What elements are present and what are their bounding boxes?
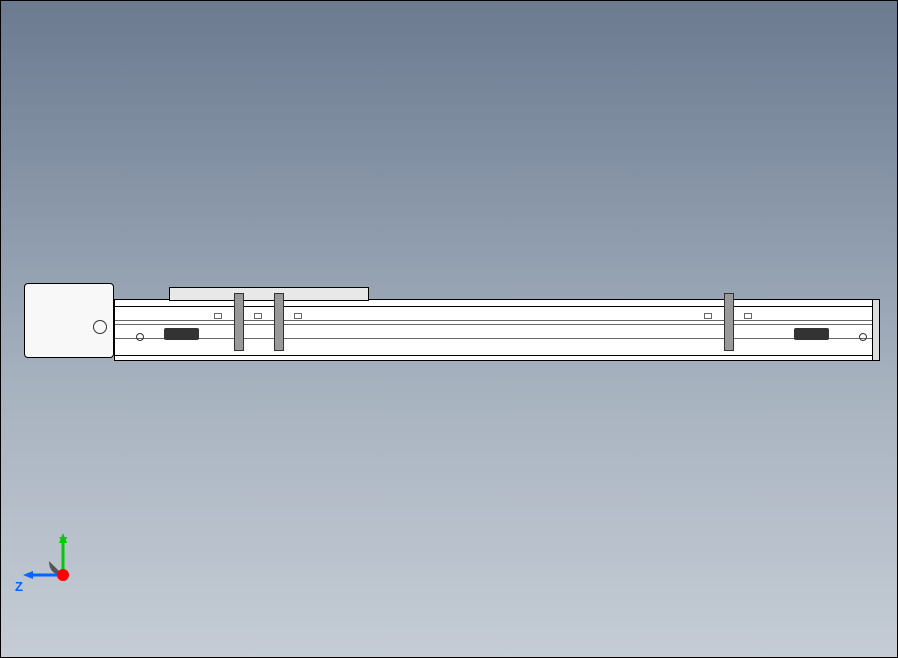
cad-viewport[interactable]: Y Z	[0, 0, 898, 658]
motor-shaft-indicator	[93, 320, 107, 334]
rail-mark	[254, 313, 262, 319]
mounting-bracket	[724, 293, 734, 351]
y-axis-label: Y	[59, 534, 68, 549]
rail-groove-2	[115, 324, 878, 325]
rail-groove-1	[115, 320, 878, 321]
mounting-hole	[859, 333, 867, 341]
triad-svg	[21, 527, 91, 597]
limit-sensor	[164, 328, 199, 340]
mounting-bracket	[274, 293, 284, 351]
linear-rail-body	[114, 299, 879, 361]
carriage-plate	[169, 287, 369, 301]
orientation-triad[interactable]	[21, 527, 91, 597]
model-linear-actuator[interactable]	[24, 283, 884, 365]
z-axis-label: Z	[15, 579, 23, 594]
rail-groove-3	[115, 338, 878, 339]
rail-mark	[744, 313, 752, 319]
mounting-bracket	[234, 293, 244, 351]
rail-edge-top	[115, 306, 878, 307]
rail-mark	[704, 313, 712, 319]
x-axis-origin	[57, 569, 69, 581]
limit-sensor	[794, 328, 829, 340]
motor-housing	[24, 283, 114, 358]
rail-mark	[294, 313, 302, 319]
rail-mark	[214, 313, 222, 319]
rail-edge-bottom	[115, 355, 878, 356]
z-axis-arrow	[23, 571, 33, 579]
rail-end-cap	[872, 299, 880, 361]
mounting-hole	[136, 333, 144, 341]
